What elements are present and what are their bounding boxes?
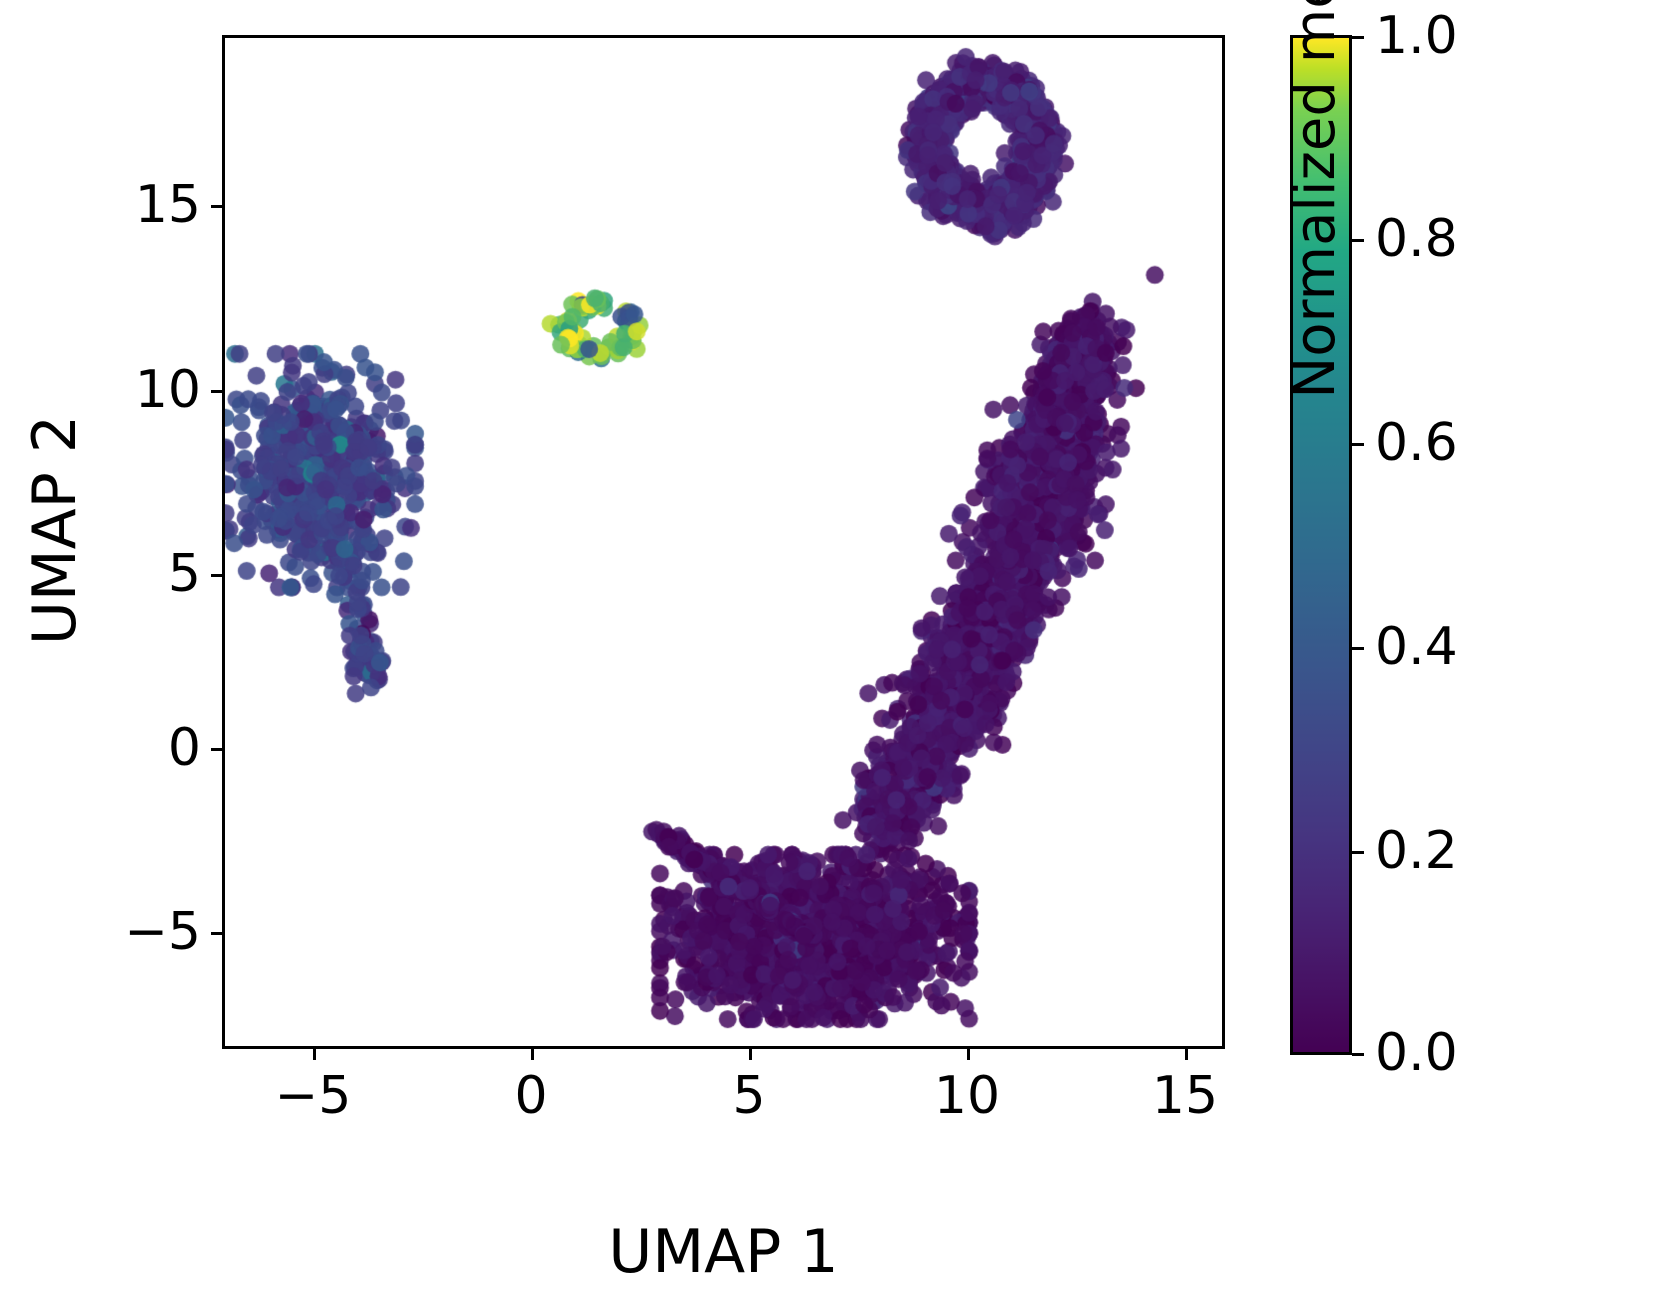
- x-tick-mark-15: [1185, 1049, 1188, 1060]
- x-tick-mark-5: [749, 1049, 752, 1060]
- scatter-points-canvas: [225, 38, 1222, 1046]
- y-tick-label-15: 15: [134, 175, 201, 235]
- x-tick-label-neg5: −5: [274, 1066, 352, 1126]
- x-axis-label: UMAP 1: [608, 1217, 839, 1287]
- colorbar-tick-label-0.4: 0.4: [1375, 617, 1458, 677]
- colorbar-tick-label-0.2: 0.2: [1375, 821, 1458, 881]
- y-tick-mark-5: [211, 574, 222, 577]
- colorbar: [1290, 35, 1352, 1055]
- colorbar-label: Normalized mean pitch: [1283, 0, 1348, 399]
- x-tick-label-5: 5: [732, 1066, 766, 1126]
- colorbar-tick-mark-0.6: [1352, 443, 1364, 446]
- x-tick-mark-10: [967, 1049, 970, 1060]
- x-tick-label-15: 15: [1151, 1066, 1219, 1126]
- colorbar-tick-label-0.6: 0.6: [1375, 413, 1458, 473]
- x-tick-mark-0: [531, 1049, 534, 1060]
- colorbar-tick-label-0.8: 0.8: [1375, 209, 1458, 269]
- y-axis-label: UMAP 2: [20, 414, 90, 646]
- colorbar-tick-mark-0.2: [1352, 851, 1364, 854]
- x-tick-mark-neg5: [313, 1049, 316, 1060]
- y-tick-mark-15: [211, 205, 222, 208]
- colorbar-tick-mark-0.8: [1352, 239, 1364, 242]
- colorbar-tick-mark-1.0: [1352, 36, 1364, 39]
- colorbar-tick-mark-0.4: [1352, 647, 1364, 650]
- x-tick-label-10: 10: [933, 1066, 1001, 1126]
- y-tick-mark-0: [211, 748, 222, 751]
- y-tick-label-0: 0: [167, 718, 201, 778]
- y-tick-label-5: 5: [167, 544, 201, 604]
- y-tick-mark-10: [211, 390, 222, 393]
- plot-area: [222, 35, 1225, 1049]
- colorbar-tick-mark-0.0: [1352, 1053, 1364, 1056]
- y-tick-label-10: 10: [134, 360, 201, 420]
- colorbar-tick-label-0.0: 0.0: [1375, 1023, 1458, 1083]
- y-tick-label-neg5: −5: [124, 902, 201, 962]
- x-tick-label-0: 0: [514, 1066, 548, 1126]
- colorbar-tick-label-1.0: 1.0: [1375, 6, 1458, 66]
- colorbar-gradient: [1290, 35, 1352, 1055]
- y-tick-mark-neg5: [211, 932, 222, 935]
